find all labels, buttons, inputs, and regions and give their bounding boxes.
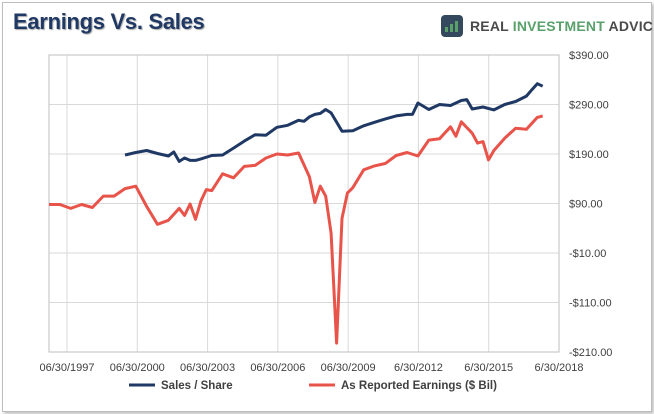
sales-per-share-line [124,82,544,163]
x-tick-label: 06/30/2009 [321,362,376,374]
legend-item-sales: Sales / Share [161,380,233,392]
reported-earnings-line [49,114,544,345]
logo-word-investment: INVESTMENT [512,18,605,34]
logo-icon [441,15,463,37]
series-lines [49,82,544,345]
x-tick-label: 06/30/2003 [180,362,235,374]
logo-text: REAL INVESTMENT ADVICE [470,18,654,34]
y-tick-label: $390.00 [569,50,609,62]
chart-title: Earnings Vs. Sales [13,9,205,34]
x-tick-label: 06/30/2006 [250,362,305,374]
x-tick-label: 6/30/2012 [394,362,443,374]
x-tick-label: 6/30/2015 [464,362,513,374]
y-tick-labels: $390.00 $290.00 $190.00 $90.00 -$10.00 -$110.… [569,50,612,359]
y-tick-label: $290.00 [569,100,609,112]
y-tick-label: $90.00 [569,199,603,211]
y-tick-label: -$210.00 [569,347,612,359]
x-tick-label: 6/30/2018 [535,362,584,374]
line-chart: $390.00 $290.00 $190.00 $90.00 -$10.00 -$110.… [39,50,612,392]
y-tick-label: $190.00 [569,149,609,161]
brand-logo: REAL INVESTMENT ADVICE [441,13,654,39]
x-tick-labels: 06/30/1997 06/30/2000 06/30/2003 06/30/2006… [39,362,583,374]
x-tick-label: 06/30/1997 [39,362,94,374]
legend-item-earnings: As Reported Earnings ($ Bil) [341,380,497,392]
y-tick-label: -$110.00 [569,298,612,310]
x-tick-label: 06/30/2000 [110,362,165,374]
legend: Sales / Share As Reported Earnings ($ Bil… [129,380,497,392]
y-tick-label: -$10.00 [569,248,606,260]
logo-word-advice: ADVICE [608,18,654,34]
grid-lines [49,55,560,352]
logo-word-real: REAL [470,18,513,34]
